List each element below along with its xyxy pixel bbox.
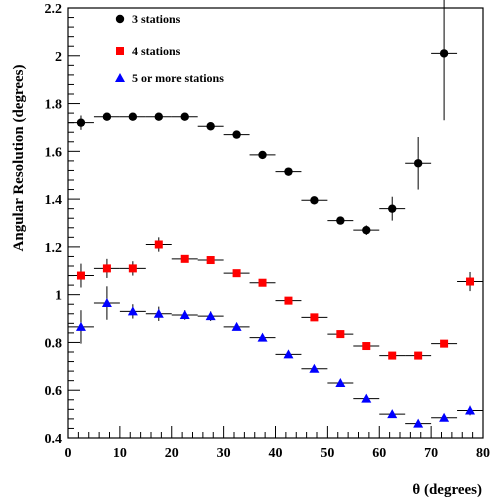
data-point-circle [115,14,125,24]
data-point-circle [439,49,449,58]
y-tick-label: 1.4 [45,193,63,208]
data-point-square [102,264,111,273]
data-point-triangle [115,73,125,82]
legend: 3 stations 4 stations 5 or more stations [115,12,224,85]
data-point-square [232,269,241,278]
y-tick-label: 1.2 [45,241,63,256]
series-triangle [68,286,483,428]
x-tick-label: 20 [165,446,179,461]
data-point-square [362,342,371,351]
x-tick-label: 40 [269,446,283,461]
data-point-circle [310,196,319,205]
data-point-triangle [465,405,476,415]
data-point-square [206,256,215,265]
data-point-circle [180,112,189,121]
data-point-triangle [75,321,86,331]
data-point-circle [388,204,397,213]
data-point-triangle [439,412,450,422]
data-point-square [116,47,124,55]
data-point-triangle [387,409,398,419]
ticks-layer: 0 10 20 30 40 50 60 70 80 0.4 0.6 0.8 1 1.2 1.4 1.6 1.8 2… [45,2,491,461]
data-point-circle [128,112,138,121]
data-point-triangle [231,321,242,331]
data-point-triangle [205,311,216,321]
data-point-triangle [153,308,164,318]
y-tick-label: 2.2 [45,2,63,17]
y-tick-label: 2 [55,50,62,65]
y-tick-label: 0.6 [45,384,63,399]
x-tick-label: 70 [424,446,438,461]
y-tick-label: 0.8 [45,336,63,351]
y-tick-label: 1.8 [45,98,63,113]
plot-frame [67,7,484,439]
x-tick-label: 10 [113,446,127,461]
data-point-circle [362,225,371,235]
data-point-circle [206,122,215,131]
data-point-circle [284,167,293,176]
x-tick-label: 30 [217,446,231,461]
data-point-square [284,296,293,305]
x-axis-title: θ (degrees) [412,482,482,498]
data-point-square [440,339,449,348]
data-point-triangle [101,298,112,308]
data-marks-layer [68,0,483,428]
y-tick-label: 1 [55,289,62,304]
data-point-circle [154,112,163,121]
x-tick-label: 50 [320,446,334,461]
data-point-square [128,264,137,273]
data-point-triangle [179,309,190,319]
data-point-circle [258,150,267,160]
data-point-circle [102,112,112,121]
data-point-triangle [335,378,346,388]
series-square [68,237,483,360]
data-point-square [388,351,397,360]
data-point-circle [76,118,86,127]
data-point-square [154,240,163,249]
series-circle [68,0,458,235]
data-point-circle [413,159,423,168]
data-point-triangle [257,332,268,342]
legend-label: 4 stations [132,44,181,58]
data-point-triangle [283,349,294,359]
data-point-triangle [127,306,138,316]
data-point-square [310,313,319,322]
data-point-triangle [309,363,320,373]
plot-frame-layer [67,7,484,439]
data-point-square [336,330,345,339]
legend-label: 3 stations [132,12,181,26]
y-tick-label: 0.4 [45,432,63,447]
y-axis-title: Angular Resolution (degrees) [11,65,27,252]
data-point-square [414,351,423,360]
x-tick-label: 0 [65,446,72,461]
data-point-circle [232,130,241,139]
x-tick-label: 80 [476,446,490,461]
data-point-triangle [413,418,424,428]
data-point-square [466,277,475,286]
x-tick-label: 60 [372,446,386,461]
legend-label: 5 or more stations [132,71,224,85]
data-point-square [180,254,189,263]
data-point-circle [336,216,345,225]
data-point-square [76,271,85,280]
data-point-square [258,278,267,287]
data-point-triangle [361,393,372,403]
y-tick-label: 1.6 [45,145,63,160]
